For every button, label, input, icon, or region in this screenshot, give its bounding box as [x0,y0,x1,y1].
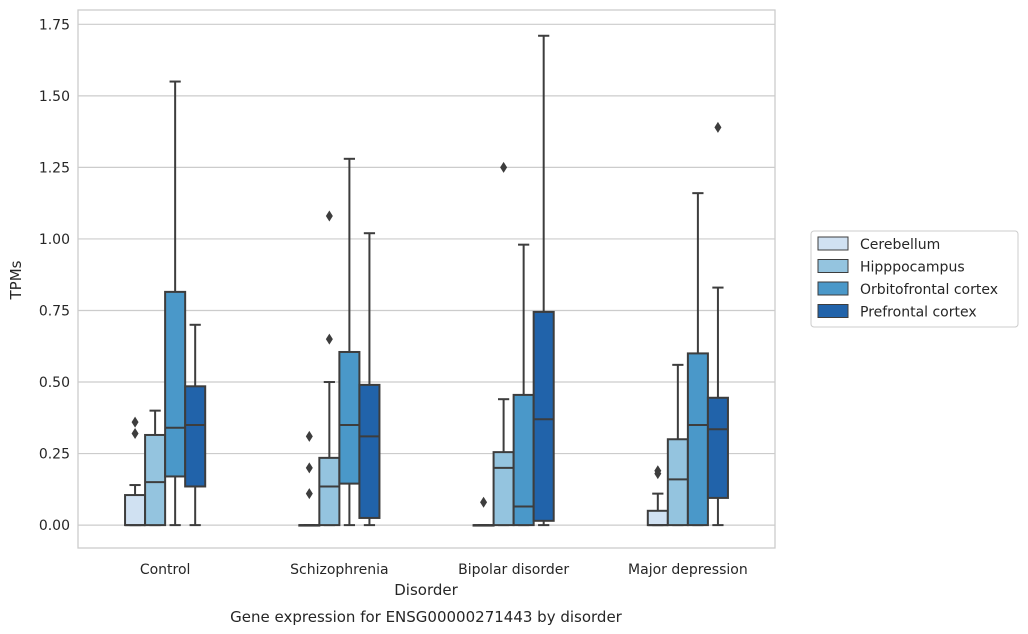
legend-items: Cerebellum Hipppocampus Orbitofrontal cort… [817,236,998,321]
box [532,310,555,522]
legend-frame [810,230,1019,328]
legend-swatch [817,281,849,296]
y-tick-label: 1.00 [39,232,70,248]
box [666,438,689,527]
outlier-point [305,430,313,442]
box-prefrontal-cortex [358,232,381,527]
y-tick-label: 0.75 [39,303,70,319]
box-cerebellum [472,496,495,527]
box-orbitofrontal-cortex [164,80,187,527]
box [124,494,147,527]
box-orbitofrontal-cortex [512,243,535,527]
box [646,509,669,527]
box-hipppocampus [666,363,689,527]
x-axis-title: Disorder [394,581,458,599]
box-orbitofrontal-cortex [686,192,709,527]
y-tick-label: 0.00 [39,518,70,534]
legend-swatch [817,304,849,318]
legend-label: Prefrontal cortex [860,305,977,321]
box [686,352,709,527]
outlier-point [131,428,139,440]
box [338,350,361,485]
box-cerebellum [124,416,147,527]
outlier-point [305,488,313,500]
boxes [124,34,729,527]
box [164,290,187,478]
box-prefrontal-cortex [532,34,555,527]
box-prefrontal-cortex [184,323,207,527]
box [492,451,515,527]
legend-label: Orbitofrontal cortex [860,282,998,298]
x-tick-label: Control [140,562,191,578]
box [318,456,341,527]
box [706,396,729,499]
outlier-point [714,121,722,133]
outlier-point [305,462,313,474]
outlier-point [325,210,333,222]
box-hipppocampus [144,409,167,527]
x-tick-label: Bipolar disorder [458,562,569,578]
box-orbitofrontal-cortex [338,157,361,527]
legend-label: Hipppocampus [860,260,965,276]
box-hipppocampus [318,210,341,527]
chart-title: Gene expression for ENSG00000271443 by d… [230,608,623,626]
y-axis-title: TPMs [7,260,25,300]
y-tick-label: 1.75 [39,17,70,33]
outlier-point [480,496,488,508]
plot-frame [77,9,776,549]
legend-swatch [817,259,849,273]
box [144,433,167,527]
box [184,385,207,488]
outlier-point [131,416,139,428]
box-prefrontal-cortex [706,121,729,527]
outlier-point [500,161,508,173]
outlier-point [325,333,333,345]
legend-label: Cerebellum [860,237,940,253]
y-tick-label: 1.50 [39,89,70,105]
box [358,383,381,519]
y-tick-label: 1.25 [39,160,70,176]
box-hipppocampus [492,161,515,527]
y-tick-label: 0.50 [39,375,70,391]
box-cerebellum [646,465,669,527]
x-tick-label: Schizophrenia [290,562,388,578]
legend-swatch [817,236,849,251]
y-tick-label: 0.25 [39,447,70,463]
outlier-point [654,465,662,477]
y-axis-ticks: 0.00 0.25 0.50 0.75 1.00 1.25 1.50 1.75 [39,17,70,534]
box-cerebellum [298,430,321,527]
x-tick-label: Major depression [628,562,748,578]
legend: Cerebellum Hipppocampus Orbitofrontal cort… [810,230,1019,328]
x-axis-ticks: Control Schizophrenia Bipolar disorder Majo… [140,562,748,578]
